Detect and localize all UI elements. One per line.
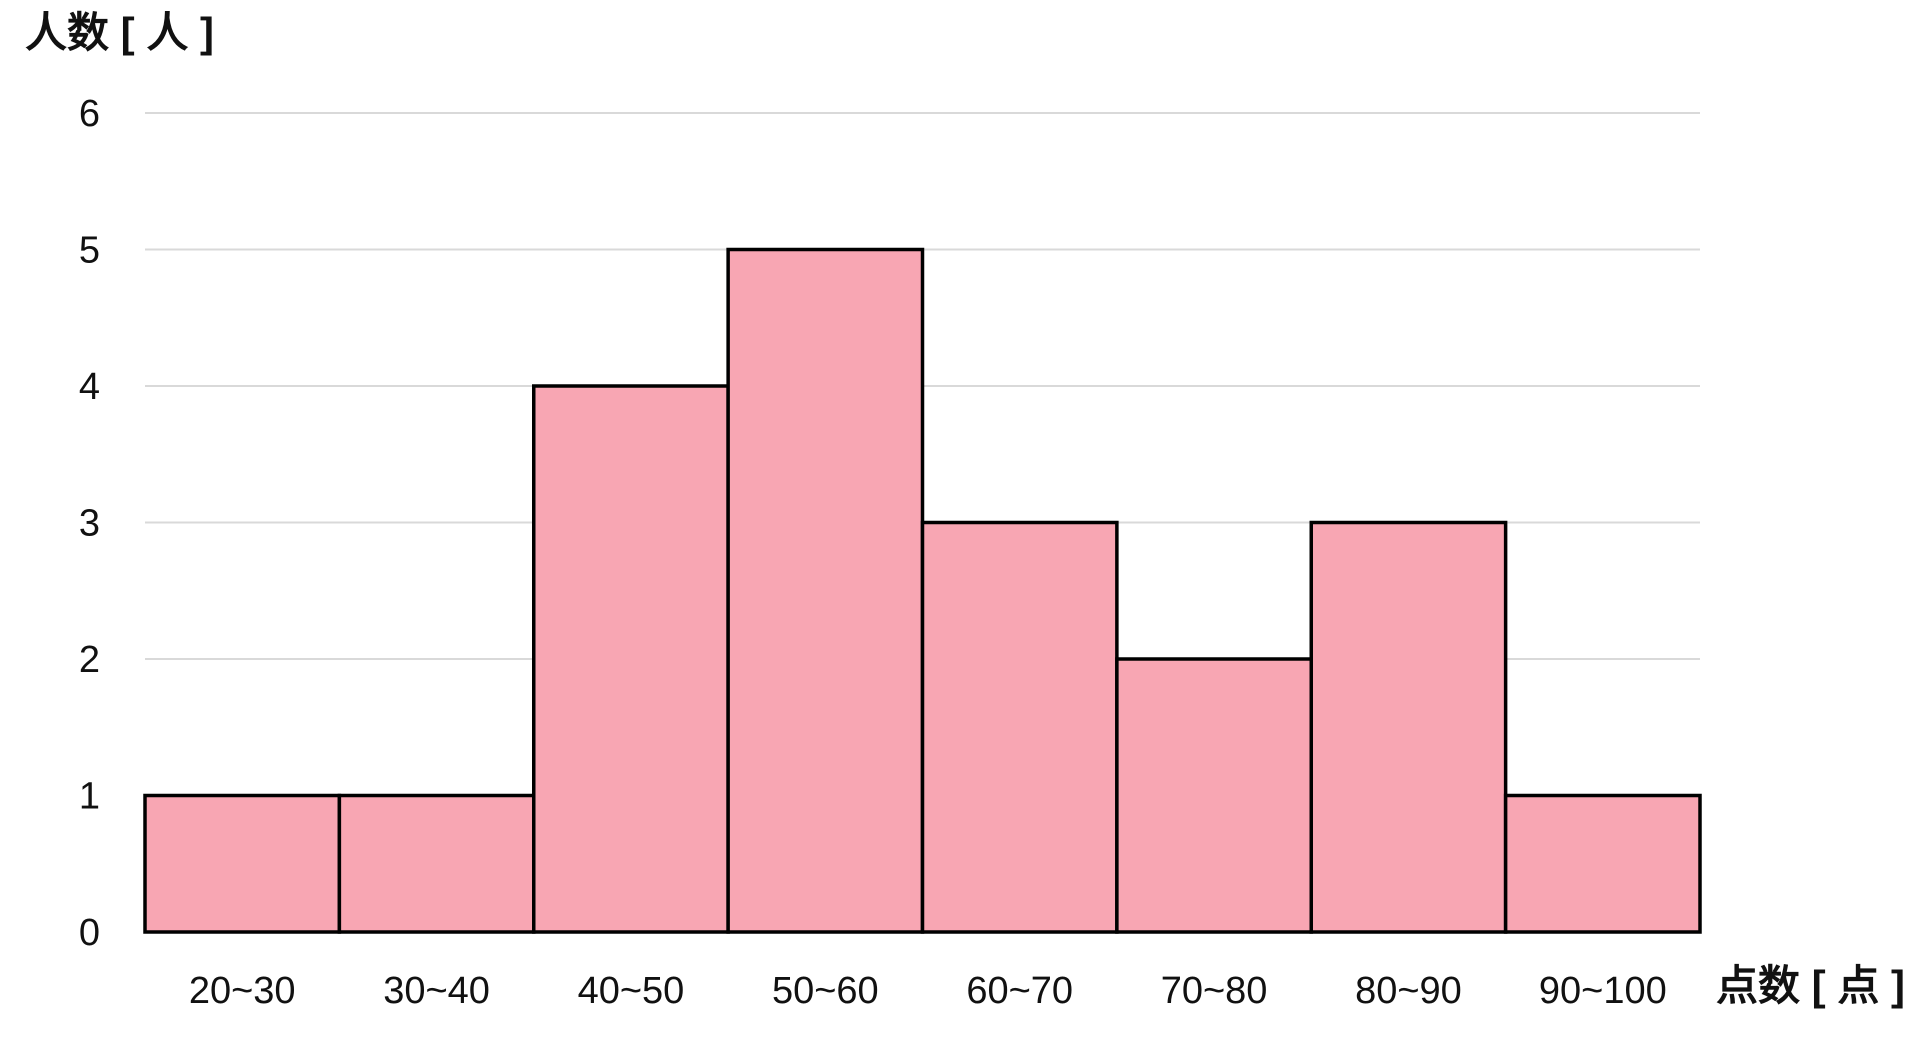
y-tick-label: 3	[79, 503, 100, 545]
x-tick-labels: 20~30 30~40 40~50 50~60 60~70 70~80 80~90 90~10…	[189, 970, 1667, 1012]
y-axis-title: 人数 [ 人 ]	[25, 9, 214, 56]
y-tick-label: 1	[79, 776, 100, 818]
bar-70~80	[1115, 657, 1313, 934]
y-tick-label: 6	[79, 93, 100, 135]
x-tick-label: 70~80	[1161, 970, 1268, 1012]
y-tick-label: 4	[79, 366, 100, 408]
x-tick-label: 30~40	[383, 970, 490, 1012]
bar-30~40	[337, 793, 536, 934]
y-tick-label: 2	[79, 639, 100, 681]
x-tick-label: 90~100	[1539, 970, 1667, 1012]
bar-50~60	[726, 247, 925, 934]
y-tick-labels: 0 1 2 3 4 5 6	[79, 93, 100, 954]
x-axis-title: 点数 [ 点 ]	[1716, 962, 1905, 1009]
bar-20~30	[143, 793, 342, 934]
y-tick-label: 0	[79, 912, 100, 954]
y-tick-label: 5	[79, 230, 100, 272]
x-tick-label: 40~50	[578, 970, 685, 1012]
x-tick-label: 60~70	[966, 970, 1073, 1012]
bar-40~50	[532, 384, 730, 934]
x-tick-label: 20~30	[189, 970, 296, 1012]
bar-60~70	[920, 520, 1119, 934]
bars	[143, 247, 1702, 934]
bar-90~100	[1503, 793, 1702, 934]
x-tick-label: 50~60	[772, 970, 879, 1012]
x-tick-label: 80~90	[1355, 970, 1462, 1012]
bar-80~90	[1309, 520, 1508, 934]
